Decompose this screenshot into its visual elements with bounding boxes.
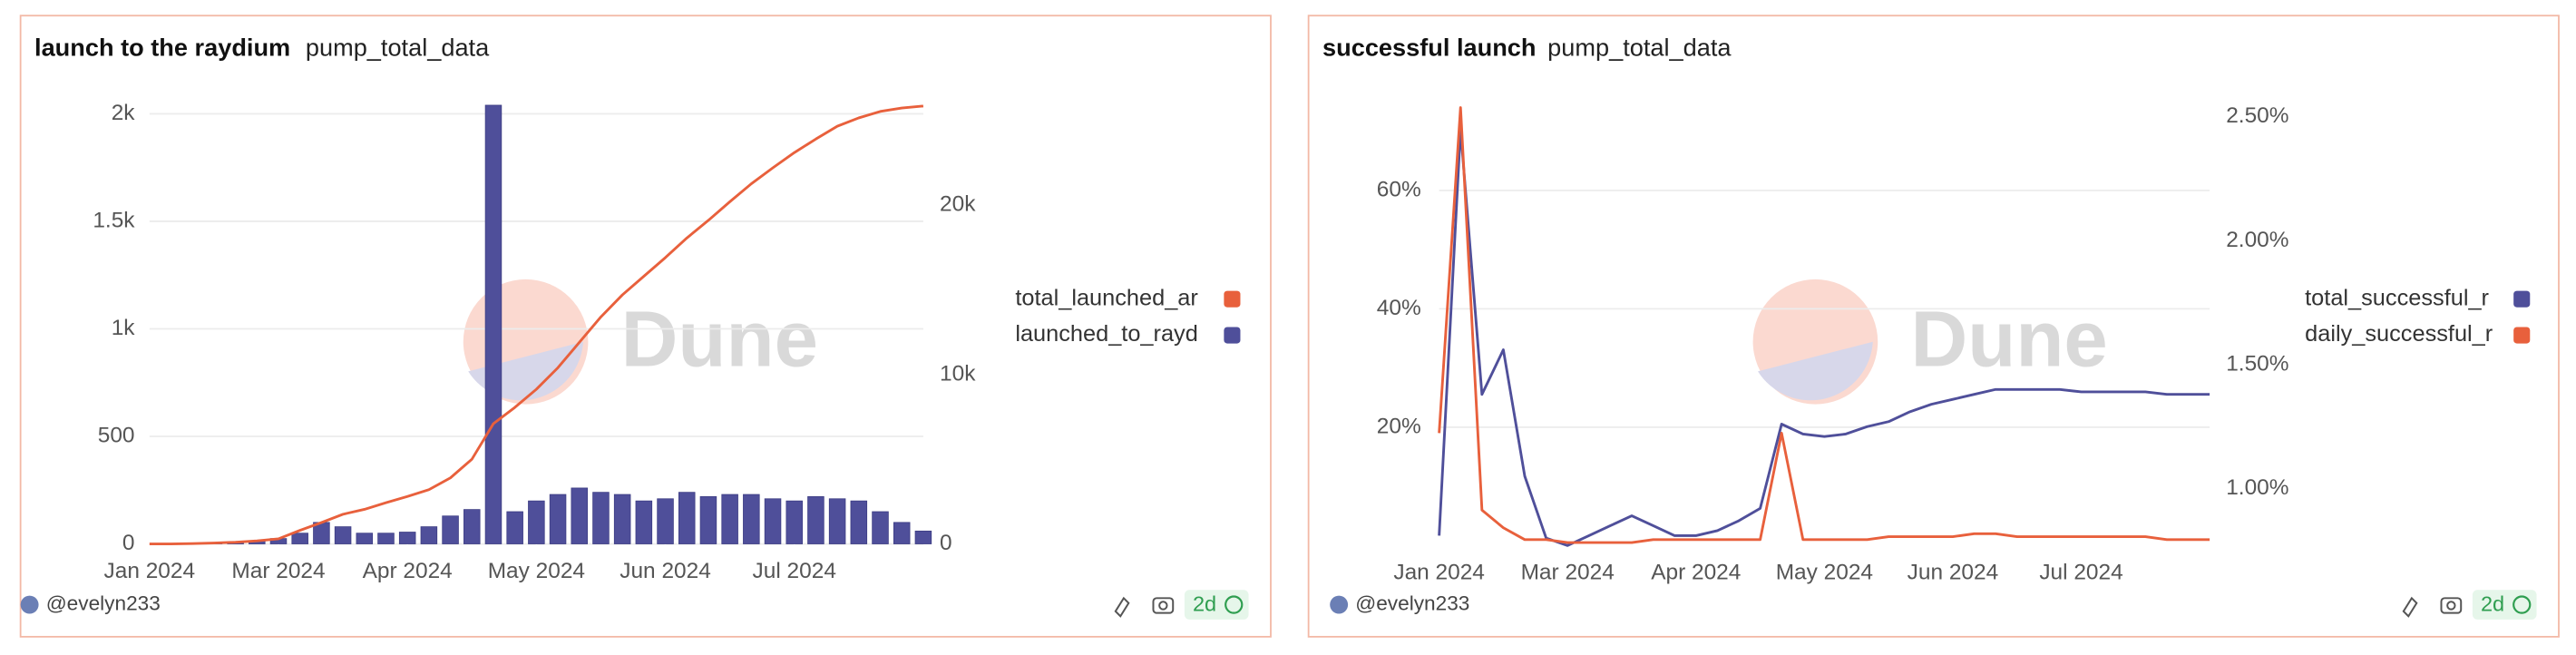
bar — [334, 526, 352, 544]
y2-tick-label: 10k — [940, 361, 976, 386]
badge-text: 2d — [2481, 592, 2504, 616]
bar — [356, 533, 374, 544]
x-tick-label: Jul 2024 — [753, 559, 836, 583]
avatar — [1330, 595, 1349, 614]
line — [149, 104, 924, 545]
bar — [571, 487, 589, 544]
y-tick-label: 0 — [122, 531, 135, 555]
bar — [613, 494, 631, 544]
chart-title: launch to the raydium — [34, 34, 290, 62]
edit-icon[interactable] — [1114, 596, 1130, 618]
chart-subtitle: pump_total_data — [1547, 34, 1732, 62]
y-tick-label: 2k — [112, 101, 136, 125]
bar — [893, 522, 911, 544]
watermark: Dune — [1910, 295, 2107, 383]
x-tick-label: Jan 2024 — [104, 559, 196, 583]
watermark-logo-part — [1758, 341, 1873, 401]
x-tick-label: Jan 2024 — [1393, 561, 1485, 585]
bar — [850, 500, 868, 544]
bar — [657, 498, 674, 544]
line — [1438, 106, 2210, 544]
bar — [785, 500, 803, 544]
watermark: Dune — [621, 295, 818, 383]
x-tick-label: May 2024 — [1776, 561, 1873, 585]
line — [1438, 127, 2210, 547]
chart-subtitle: pump_total_data — [306, 34, 490, 62]
panel: successful launch pump_total_data Dune @… — [1307, 15, 2560, 638]
y2-tick-label: 20k — [940, 192, 976, 217]
camera-lens — [1158, 601, 1168, 611]
y-tick-label: 500 — [98, 423, 135, 447]
x-tick-label: Apr 2024 — [363, 559, 453, 583]
x-tick-label: Jun 2024 — [1908, 561, 1999, 585]
bar — [872, 511, 889, 544]
badge-check — [1225, 595, 1244, 614]
legend-label: daily_successful_r — [2305, 321, 2493, 347]
x-tick-label: Jul 2024 — [2039, 561, 2122, 585]
chart-title: successful launch — [1322, 34, 1536, 62]
bar — [828, 498, 846, 544]
bar — [291, 533, 308, 544]
camera-lens — [2446, 601, 2456, 611]
bar — [764, 498, 782, 544]
y-tick-label: 60% — [1377, 177, 1421, 201]
bar — [743, 494, 760, 544]
bar — [377, 533, 395, 544]
legend-swatch — [1224, 290, 1241, 308]
legend-swatch — [1224, 327, 1241, 344]
legend-swatch — [2513, 327, 2531, 344]
bar — [528, 500, 545, 544]
legend-swatch — [2513, 290, 2531, 308]
bar — [592, 492, 610, 544]
y2-tick-label: 1.50% — [2226, 351, 2288, 376]
legend-label: total_successful_r — [2305, 285, 2489, 310]
badge-text: 2d — [1193, 592, 1216, 616]
bar — [442, 515, 459, 544]
y2-tick-label: 2.50% — [2226, 103, 2288, 128]
bar — [398, 532, 416, 544]
y-tick-label: 1.5k — [93, 208, 135, 232]
x-tick-label: Mar 2024 — [231, 559, 325, 583]
bar — [420, 526, 438, 544]
bar — [506, 511, 523, 544]
bar — [678, 492, 696, 544]
bar — [484, 104, 503, 544]
legend-label: launched_to_rayd — [1015, 321, 1198, 347]
panel-border — [1307, 15, 2560, 638]
y-tick-label: 40% — [1377, 296, 1421, 320]
legend-label: total_launched_ar — [1015, 285, 1198, 310]
author[interactable]: @evelyn233 — [1355, 592, 1469, 615]
y2-tick-label: 2.00% — [2226, 228, 2288, 252]
x-tick-label: Mar 2024 — [1521, 561, 1615, 585]
avatar — [20, 595, 39, 614]
y-tick-label: 20% — [1377, 414, 1421, 438]
camera-icon[interactable] — [2440, 597, 2463, 614]
bar — [463, 509, 481, 544]
x-tick-label: Jun 2024 — [620, 559, 711, 583]
y2-tick-label: 0 — [940, 531, 952, 555]
author[interactable]: @evelyn233 — [46, 592, 161, 615]
bar — [549, 494, 567, 544]
y-tick-label: 1k — [112, 316, 136, 340]
bar — [807, 496, 825, 544]
camera-icon[interactable] — [1152, 597, 1175, 614]
badge-check — [2513, 595, 2532, 614]
bar — [635, 500, 653, 544]
bar — [914, 530, 932, 544]
x-tick-label: Apr 2024 — [1651, 561, 1741, 585]
edit-icon[interactable] — [2402, 596, 2418, 618]
y2-tick-label: 1.00% — [2226, 475, 2288, 500]
x-tick-label: May 2024 — [488, 559, 585, 583]
bar — [699, 496, 717, 544]
bar — [721, 494, 738, 544]
